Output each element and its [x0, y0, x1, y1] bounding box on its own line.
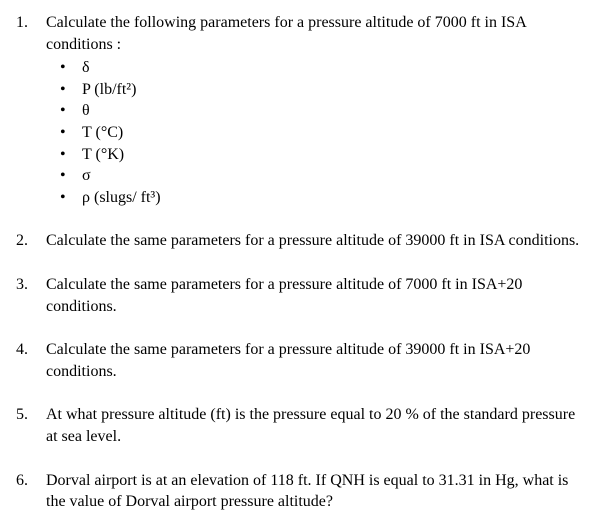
question-1-params: δ P (lb/ft²) θ T (°C) T (°K) σ ρ (slugs/…: [46, 57, 588, 208]
question-list: Calculate the following parameters for a…: [12, 12, 588, 513]
param-theta: θ: [60, 100, 588, 122]
param-delta: δ: [60, 57, 588, 79]
question-6: Dorval airport is at an elevation of 118…: [12, 470, 588, 513]
question-3: Calculate the same parameters for a pres…: [12, 274, 588, 317]
param-temp-k: T (°K): [60, 144, 588, 166]
param-temp-c: T (°C): [60, 122, 588, 144]
question-5: At what pressure altitude (ft) is the pr…: [12, 404, 588, 447]
param-sigma: σ: [60, 165, 588, 187]
question-1-intro: Calculate the following parameters for a…: [46, 14, 526, 53]
param-rho: ρ (slugs/ ft³): [60, 187, 588, 209]
question-4: Calculate the same parameters for a pres…: [12, 339, 588, 382]
param-pressure: P (lb/ft²): [60, 79, 588, 101]
question-2: Calculate the same parameters for a pres…: [12, 230, 588, 252]
question-1: Calculate the following parameters for a…: [12, 12, 588, 208]
